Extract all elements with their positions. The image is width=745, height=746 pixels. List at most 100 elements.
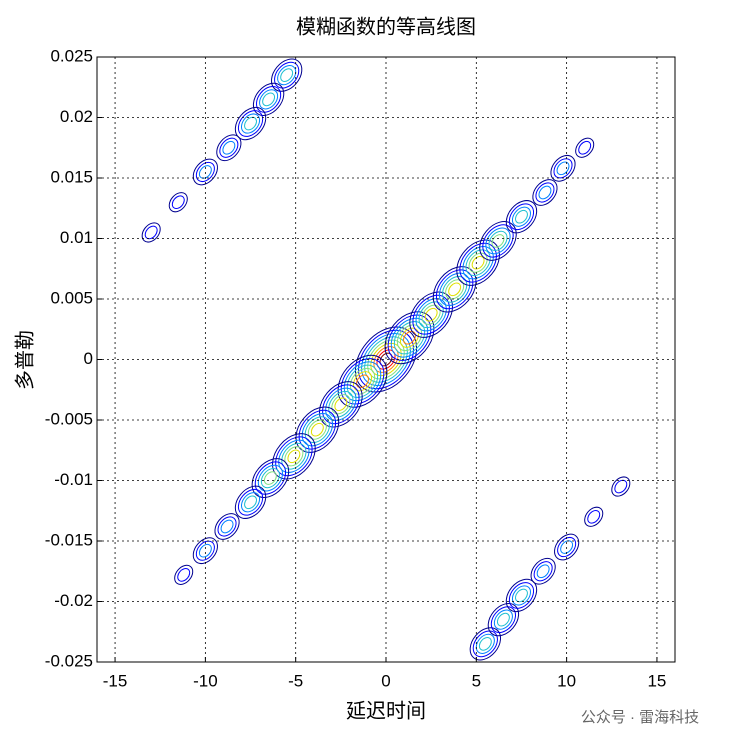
contour-ring [560, 540, 574, 554]
contour-ring [587, 509, 601, 524]
x-tick-label: -10 [193, 671, 218, 690]
contour-ring [310, 422, 324, 437]
contour-ring [415, 298, 447, 332]
contour-ring [478, 637, 492, 651]
contour-ring [557, 536, 577, 558]
contour-ring [491, 234, 505, 248]
chart-title: 模糊函数的等高线图 [296, 15, 476, 39]
contour-ring [192, 158, 218, 186]
contour-ring [487, 603, 520, 637]
contour-ring [511, 206, 531, 227]
contour-ring [262, 92, 276, 107]
contour-ring [340, 358, 385, 405]
y-tick-label: 0.01 [60, 228, 93, 247]
contour-ring [346, 364, 379, 398]
contour-ring [307, 419, 327, 440]
y-tick-label: -0.015 [45, 530, 93, 549]
contour-ring [384, 311, 435, 365]
contour-ring [396, 324, 423, 352]
contour-ring [195, 161, 215, 183]
contour-ring [550, 154, 576, 182]
contour-ring [331, 394, 351, 415]
contour-ring [456, 239, 500, 286]
contour-ring [257, 464, 283, 492]
contour-ring [556, 161, 570, 176]
contour-ring [343, 361, 382, 402]
contour-ring [435, 269, 474, 310]
contour-ring [459, 242, 497, 283]
y-tick-label: 0.015 [50, 167, 93, 186]
contour-ring [277, 65, 297, 86]
contour-ring [482, 224, 514, 258]
contour-ring [254, 461, 287, 495]
contour-ring [532, 179, 558, 206]
contour-ring [475, 633, 495, 654]
contour-ring [496, 612, 510, 627]
contour-ring [403, 330, 416, 345]
contour-ring [505, 200, 538, 234]
y-tick-label: -0.01 [54, 470, 93, 489]
contour-ring [234, 485, 267, 519]
contour-ring [356, 374, 369, 389]
contour-ring [469, 627, 502, 661]
plot-area [141, 58, 631, 661]
contour-ring [337, 354, 388, 408]
contour-ring [554, 533, 580, 561]
contour-ring [533, 561, 553, 582]
y-tick-label: 0.005 [50, 288, 93, 307]
contour-ring [255, 85, 282, 113]
x-tick-label: 15 [647, 671, 666, 690]
contour-ring [511, 585, 531, 606]
contour-ring [241, 113, 261, 134]
contour-ring [272, 433, 316, 480]
contour-ring [251, 458, 290, 498]
contour-ring [260, 467, 280, 489]
contour-ring [192, 537, 218, 565]
contour-ring [479, 221, 517, 261]
contour-ring [198, 543, 212, 558]
x-tick-label: -5 [288, 671, 303, 690]
contour-ring [220, 519, 234, 534]
contour-ring [295, 406, 340, 453]
contour-ring [168, 192, 188, 213]
contour-ring [412, 294, 450, 335]
contour-ring [349, 367, 376, 395]
contour-ring [432, 266, 477, 313]
contour-ring [448, 282, 462, 297]
contour-ring [515, 209, 528, 224]
contour-ring [334, 397, 348, 412]
contour-ring [442, 275, 468, 303]
contour-ring [421, 304, 441, 325]
contour-ring [387, 314, 432, 361]
contour-ring [195, 540, 215, 561]
contour-ring [393, 321, 426, 355]
x-tick-label: 10 [557, 671, 576, 690]
contour-ring [270, 58, 303, 92]
contour-ring [399, 327, 420, 348]
contour-ring [141, 222, 161, 243]
contour-ring [275, 436, 313, 477]
contour-ring [367, 339, 405, 380]
contour-ring [490, 606, 517, 634]
contour-ring [472, 630, 498, 658]
x-tick-label: 0 [381, 671, 390, 690]
contour-ring [488, 230, 508, 252]
contour-ring [614, 479, 628, 494]
contour-ring [471, 255, 485, 270]
contour-ring [361, 333, 411, 386]
contour-ring [535, 182, 555, 203]
y-tick-label: -0.025 [45, 651, 93, 670]
contour-ring [418, 301, 444, 329]
y-tick-label: 0.02 [60, 107, 93, 126]
contour-ring [536, 564, 550, 579]
contour-ring [171, 195, 185, 210]
contour-ring [280, 68, 294, 82]
contour-ring [259, 89, 279, 110]
x-tick-label: 5 [472, 671, 481, 690]
contour-ring [390, 317, 429, 358]
contour-ring [222, 140, 236, 155]
contour-ring [438, 272, 471, 306]
contour-ring [237, 488, 264, 516]
